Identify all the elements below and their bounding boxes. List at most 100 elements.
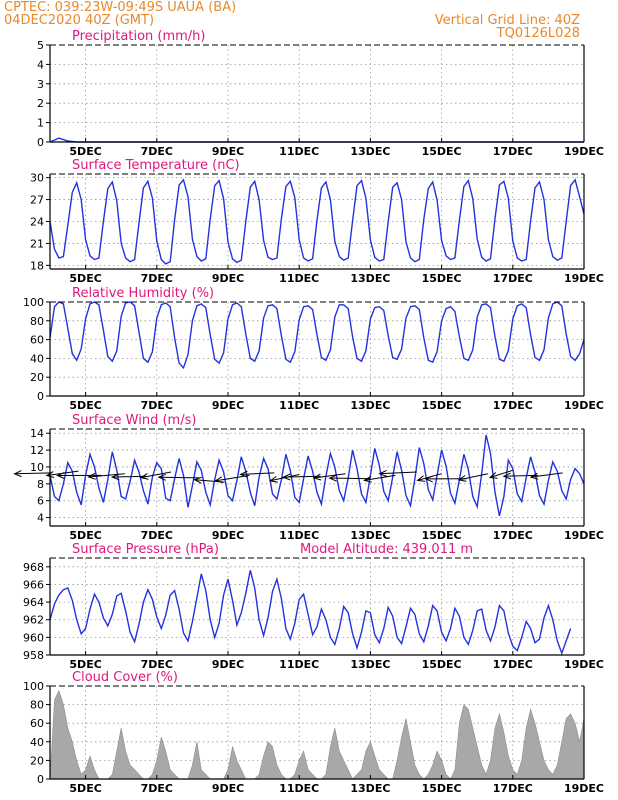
x-tick-label: 15DEC <box>422 658 462 671</box>
x-tick-label: 11DEC <box>279 272 319 285</box>
wind-vector <box>364 474 396 481</box>
x-tick-label: 15DEC <box>422 272 462 285</box>
y-tick-label: 40 <box>30 736 44 749</box>
y-tick-label: 24 <box>30 216 44 229</box>
y-tick-label: 958 <box>23 649 44 662</box>
wind-vector <box>329 477 371 480</box>
wind-vector <box>112 475 147 478</box>
y-tick-label: 966 <box>23 578 44 591</box>
x-tick-label: 9DEC <box>212 658 244 671</box>
x-tick-label: 15DEC <box>422 782 462 795</box>
x-tick-label: 15DEC <box>422 145 462 158</box>
wind-vector-head <box>328 474 337 482</box>
x-tick-label: 13DEC <box>350 782 390 795</box>
panel-cloud: 0 20 40 60 80 100 5DEC 7DEC 9DEC 11DEC 13DEC 15DEC 1… <box>23 670 604 795</box>
x-tick-label: 5DEC <box>69 399 101 412</box>
wind-vector-head <box>424 475 433 483</box>
y-tick-label: 964 <box>23 596 44 609</box>
x-tick-label: 17DEC <box>493 399 533 412</box>
wind-vector <box>240 472 275 475</box>
x-tick-label: 13DEC <box>350 529 390 542</box>
x-tick-label: 13DEC <box>350 145 390 158</box>
y-tick-label: 1 <box>37 117 44 130</box>
x-tick-label: 9DEC <box>212 145 244 158</box>
pressure-series-line <box>49 570 572 656</box>
y-tick-label: 60 <box>30 334 44 347</box>
x-tick-label: 7DEC <box>141 658 173 671</box>
x-tick-label: 9DEC <box>212 782 244 795</box>
y-tick-label: 4 <box>37 58 44 71</box>
x-tick-label: 5DEC <box>69 529 101 542</box>
y-tick-label: 27 <box>30 194 44 207</box>
x-tick-label: 15DEC <box>422 529 462 542</box>
y-tick-label: 3 <box>37 78 44 91</box>
panel-title: Surface Temperature (nC) <box>72 158 240 173</box>
panel-wind: 4 6 8 10 12 14 5DEC 7DEC 9DEC 11DEC 13DEC 15DEC 17DE… <box>13 413 604 542</box>
wind-vector <box>140 471 172 479</box>
x-tick-label: 17DEC <box>493 272 533 285</box>
y-tick-label: 10 <box>30 461 44 474</box>
wind-vector-head <box>193 476 203 484</box>
x-tick-label: 19DEC <box>564 529 604 542</box>
x-tick-label: 7DEC <box>141 529 173 542</box>
temperature-series-line <box>49 178 585 265</box>
wind-vector-head <box>239 470 248 478</box>
y-tick-label: 968 <box>23 561 44 574</box>
x-tick-label: 11DEC <box>279 529 319 542</box>
wind-vector-head <box>56 472 65 479</box>
wind-vector <box>313 473 346 479</box>
y-tick-label: 40 <box>30 352 44 365</box>
x-tick-label: 5DEC <box>69 145 101 158</box>
y-tick-label: 80 <box>30 699 44 712</box>
wind-vector-head <box>488 472 498 479</box>
wind-vector <box>503 474 538 477</box>
y-tick-label: 8 <box>37 478 44 491</box>
x-tick-label: 17DEC <box>493 529 533 542</box>
y-tick-label: 960 <box>23 631 44 644</box>
wind-vector-head <box>110 473 120 481</box>
x-tick-label: 17DEC <box>493 145 533 158</box>
y-tick-label: 0 <box>37 136 44 149</box>
wind-vector <box>379 471 417 475</box>
panel-title: Cloud Cover (%) <box>72 670 178 685</box>
x-tick-label: 13DEC <box>350 399 390 412</box>
x-tick-label: 7DEC <box>141 145 173 158</box>
wind-vector-head <box>157 473 166 481</box>
y-tick-label: 20 <box>30 754 44 767</box>
humidity-series-line <box>49 301 585 370</box>
wind-vector-head <box>139 472 149 480</box>
y-tick-label: 0 <box>37 390 44 403</box>
panel-title: Surface Pressure (hPa) <box>72 542 219 557</box>
y-tick-label: 5 <box>37 39 44 52</box>
wind-vector <box>530 472 563 478</box>
wind-vector-head <box>457 475 467 482</box>
x-tick-label: 19DEC <box>564 782 604 795</box>
x-tick-label: 7DEC <box>141 399 173 412</box>
x-tick-label: 5DEC <box>69 272 101 285</box>
wind-series-line <box>49 434 585 517</box>
y-tick-label: 100 <box>23 296 44 309</box>
y-tick-label: 4 <box>37 512 44 525</box>
header-station: CPTEC: 039:23W-09:49S UAUA (BA) <box>4 0 237 15</box>
wind-vector-head <box>282 473 291 481</box>
wind-vector-head <box>87 472 96 480</box>
y-tick-label: 18 <box>30 259 44 272</box>
wind-vector-head <box>312 473 322 481</box>
cloud-cover-area <box>49 689 585 780</box>
header-datetime: 04DEC2020 40Z (GMT) <box>4 13 155 28</box>
wind-vector <box>489 469 513 478</box>
x-tick-label: 17DEC <box>493 658 533 671</box>
x-tick-label: 11DEC <box>279 399 319 412</box>
x-tick-label: 13DEC <box>350 658 390 671</box>
wind-vector-head <box>268 475 278 483</box>
y-tick-label: 6 <box>37 495 44 508</box>
x-tick-label: 11DEC <box>279 658 319 671</box>
panel-title: Precipitation (mm/h) <box>72 29 205 44</box>
x-tick-label: 9DEC <box>212 529 244 542</box>
x-tick-label: 9DEC <box>212 272 244 285</box>
x-tick-label: 11DEC <box>279 145 319 158</box>
panel-temperature: 18 21 24 27 30 5DEC 7DEC 9DEC 11DEC 13DEC 15DEC 17D… <box>30 158 604 285</box>
x-tick-label: 15DEC <box>422 399 462 412</box>
wind-vector-head <box>45 471 55 478</box>
x-tick-label: 7DEC <box>141 782 173 795</box>
